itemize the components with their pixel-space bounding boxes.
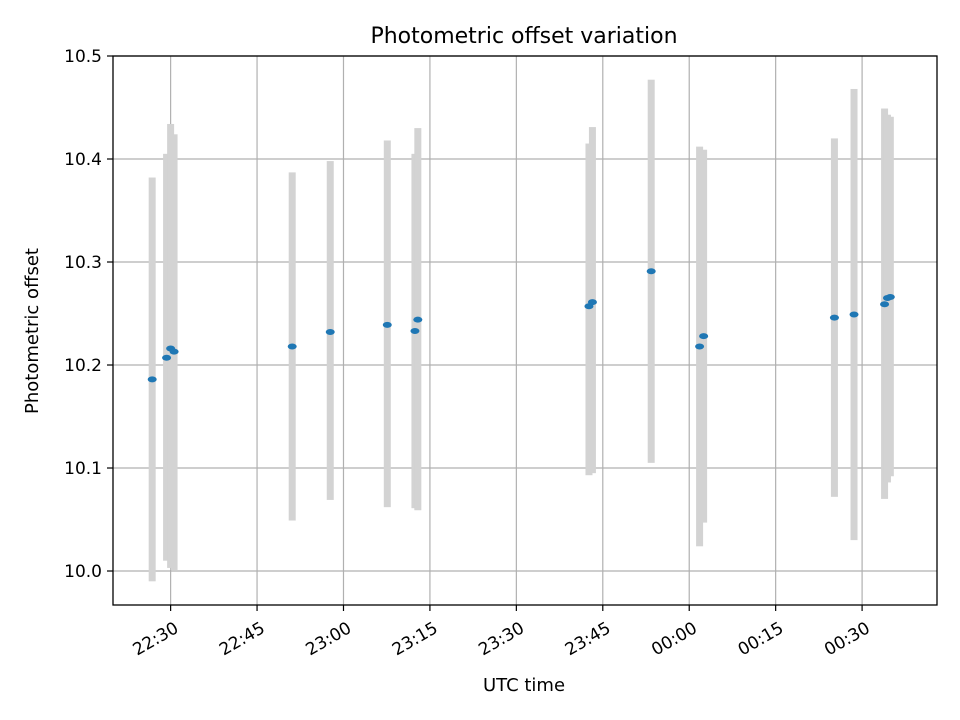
data-point [169, 348, 179, 355]
data-point [646, 268, 656, 275]
y-tick-label: 10.1 [64, 459, 102, 479]
data-point [885, 294, 895, 301]
y-tick-label: 10.5 [64, 47, 102, 67]
data-point [849, 311, 859, 318]
y-tick-label: 10.4 [64, 150, 102, 170]
data-point [699, 333, 709, 340]
y-tick-label: 10.0 [64, 562, 102, 582]
data-point [147, 376, 157, 383]
data-point [587, 299, 597, 306]
data-point [382, 321, 392, 328]
y-axis-label: Photometric offset [22, 248, 43, 414]
data-point [829, 314, 839, 321]
grid [113, 55, 937, 605]
data-point [695, 343, 705, 350]
plot-frame [112, 55, 938, 606]
data-point [162, 354, 172, 361]
data-point [287, 343, 297, 350]
chart-title: Photometric offset variation [370, 24, 677, 49]
data-point [880, 301, 890, 308]
data-points [147, 268, 895, 383]
data-point [325, 329, 335, 336]
data-point [410, 328, 420, 335]
y-tick-label: 10.2 [64, 356, 102, 376]
x-axis-label: UTC time [483, 675, 565, 696]
data-point [413, 316, 423, 323]
y-tick-label: 10.3 [64, 253, 102, 273]
